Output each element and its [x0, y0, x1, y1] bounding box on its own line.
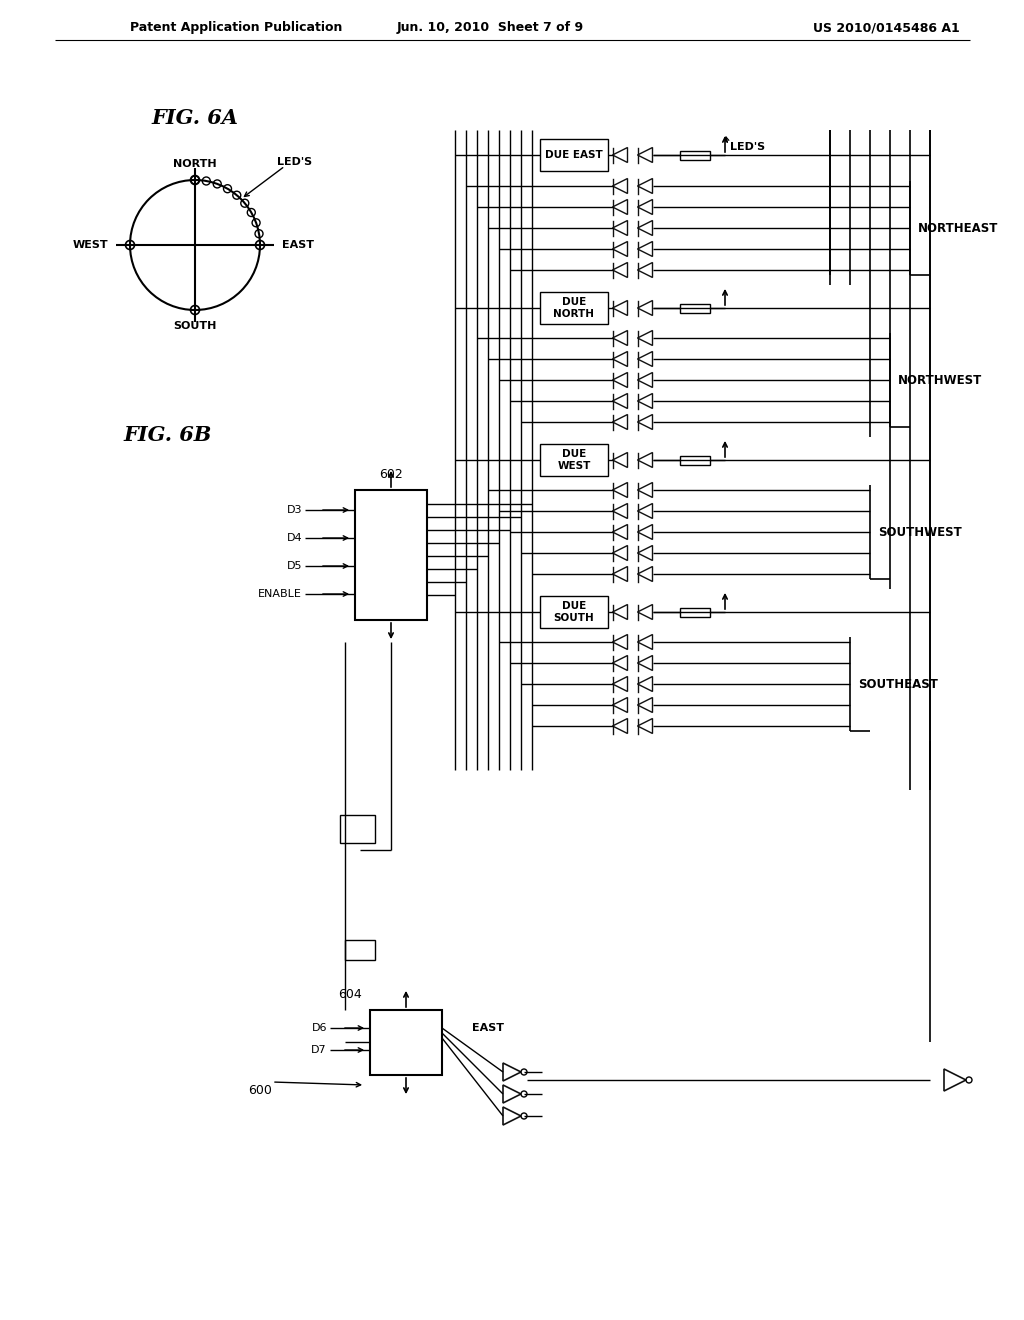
Text: Patent Application Publication: Patent Application Publication [130, 21, 342, 34]
Text: LED'S: LED'S [730, 143, 765, 152]
Text: D3: D3 [287, 506, 302, 515]
Bar [355, 490, 427, 620]
Bar [680, 304, 710, 313]
Text: US 2010/0145486 A1: US 2010/0145486 A1 [813, 21, 961, 34]
Text: NORTHWEST: NORTHWEST [898, 374, 982, 387]
Bar [540, 139, 608, 172]
Text: EAST: EAST [282, 240, 314, 249]
Text: SOUTHWEST: SOUTHWEST [878, 525, 962, 539]
Text: WEST: WEST [73, 240, 108, 249]
Text: D6: D6 [311, 1023, 327, 1034]
Text: 600: 600 [248, 1084, 272, 1097]
Bar [540, 292, 608, 323]
Text: FIG. 6B: FIG. 6B [124, 425, 212, 445]
Bar [680, 150, 710, 160]
Text: Jun. 10, 2010  Sheet 7 of 9: Jun. 10, 2010 Sheet 7 of 9 [396, 21, 584, 34]
Bar [680, 607, 710, 616]
Text: DUE
WEST: DUE WEST [557, 449, 591, 471]
Text: SOUTHEAST: SOUTHEAST [858, 677, 938, 690]
Text: D7: D7 [311, 1045, 327, 1055]
Text: NORTHEAST: NORTHEAST [918, 222, 998, 235]
Text: DUE
NORTH: DUE NORTH [554, 297, 595, 319]
Bar [680, 455, 710, 465]
Bar [540, 444, 608, 477]
Text: DUE
SOUTH: DUE SOUTH [554, 601, 594, 623]
Text: EAST: EAST [472, 1023, 504, 1034]
Text: NORTH: NORTH [173, 158, 217, 169]
Text: ENABLE: ENABLE [258, 589, 302, 599]
Text: 604: 604 [338, 989, 362, 1002]
Text: D5: D5 [287, 561, 302, 572]
Text: SOUTH: SOUTH [173, 321, 217, 331]
Text: 602: 602 [379, 469, 402, 482]
Text: FIG. 6A: FIG. 6A [152, 108, 239, 128]
Text: DUE EAST: DUE EAST [545, 150, 603, 160]
Bar [345, 940, 375, 960]
Bar [370, 1010, 442, 1074]
Text: LED'S: LED'S [278, 157, 312, 168]
Text: D4: D4 [287, 533, 302, 543]
Bar [540, 597, 608, 628]
Bar [340, 814, 375, 843]
